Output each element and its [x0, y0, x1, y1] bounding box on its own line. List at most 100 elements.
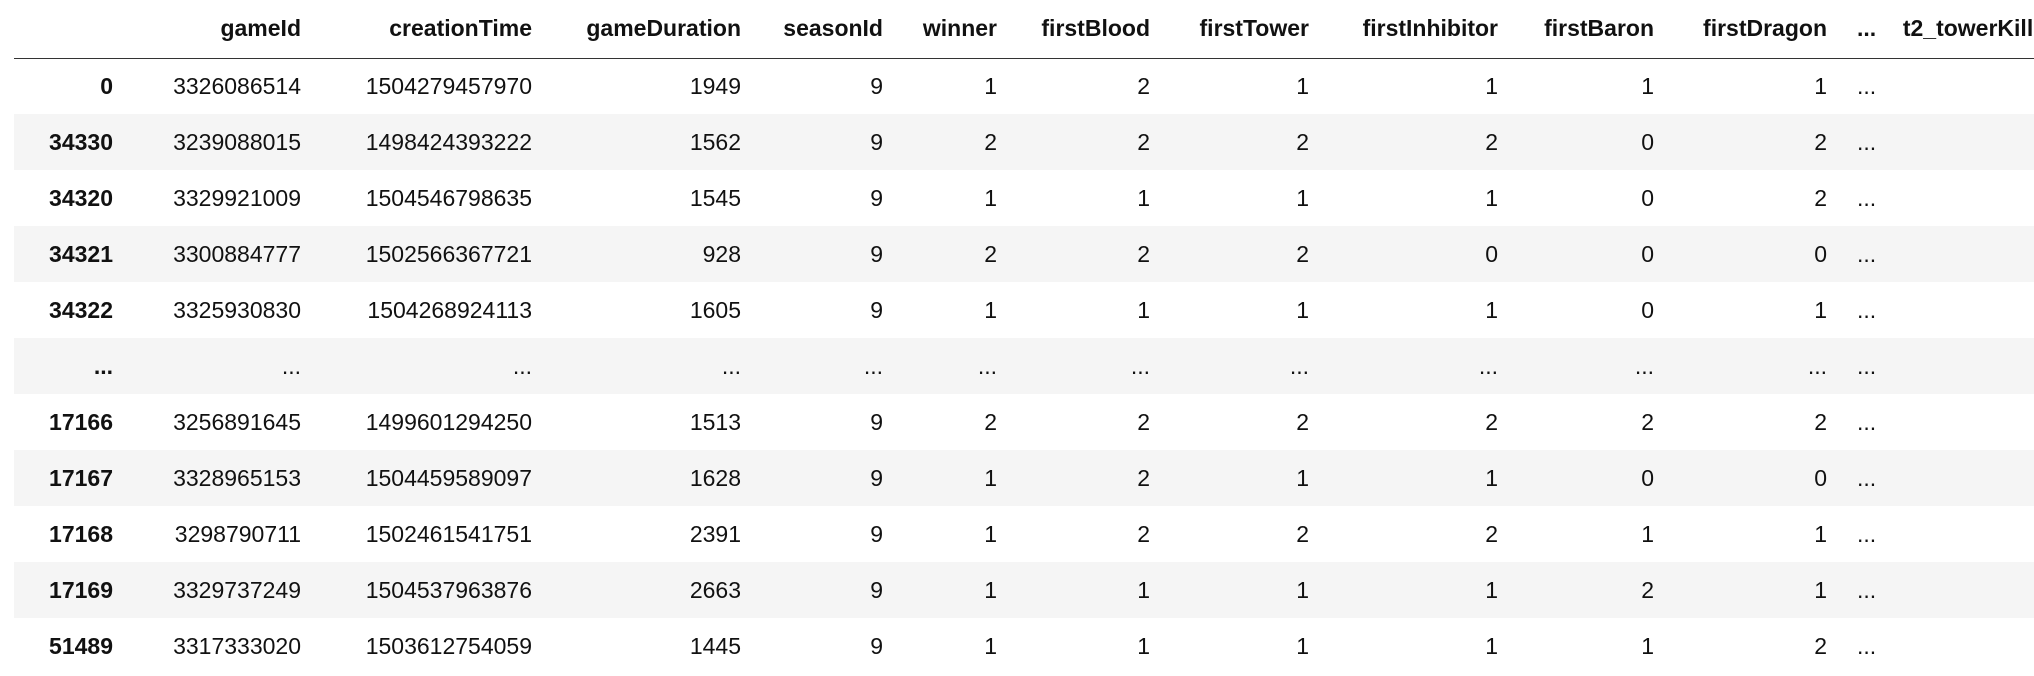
- table-row: 0 3326086514 1504279457970 1949 9 1 2 1 1 1 1...: [14, 58, 2034, 114]
- cell: 1502461541751: [365, 520, 532, 547]
- cell-empty: [1895, 170, 2034, 226]
- cell: 3298790711: [174, 520, 301, 547]
- cell: 1502566367721: [365, 240, 532, 267]
- cell: 2: [1814, 128, 1827, 155]
- cell-empty: [1895, 58, 2034, 114]
- cell: 1: [1485, 576, 1498, 603]
- cell: 1: [1641, 72, 1654, 99]
- cell: 9: [870, 184, 883, 211]
- cell: 1: [1485, 296, 1498, 323]
- row-index: 17167: [49, 464, 113, 491]
- cell: 0: [1641, 240, 1654, 267]
- cell: 2: [1137, 408, 1150, 435]
- cell: 2: [1137, 464, 1150, 491]
- cell: 1499601294250: [365, 408, 532, 435]
- cell: 9: [870, 240, 883, 267]
- cell: 1: [1137, 296, 1150, 323]
- cell: ...: [1857, 240, 1877, 267]
- cell: 1: [1485, 632, 1498, 659]
- cell-empty: [1895, 562, 2034, 618]
- column-header: firstBaron: [1544, 15, 1654, 42]
- cell: 0: [1641, 184, 1654, 211]
- column-header: firstDragon: [1703, 15, 1827, 42]
- column-header: gameId: [220, 15, 301, 42]
- cell: 1: [1137, 632, 1150, 659]
- cell: 1545: [689, 184, 741, 211]
- cell: ...: [1857, 464, 1877, 491]
- cell: 1605: [689, 296, 741, 323]
- row-index: ...: [93, 352, 113, 379]
- cell: 1: [1296, 72, 1309, 99]
- row-index: 34321: [49, 240, 113, 267]
- cell: 928: [702, 240, 741, 267]
- cell: 1: [984, 632, 997, 659]
- cell: 2: [1814, 632, 1827, 659]
- cell: ...: [721, 352, 741, 379]
- table-row: 17166 3256891645 1499601294250 1513 9 2 2 2 2 2 2.…: [14, 394, 2034, 450]
- cell: 2: [984, 128, 997, 155]
- cell: 9: [870, 464, 883, 491]
- cell: ...: [1807, 352, 1827, 379]
- table-row: 34322 3325930830 1504268924113 1605 9 1 1 1 1 0 1.…: [14, 282, 2034, 338]
- table-row: 34320 3329921009 1504546798635 1545 9 1 1 1 1 0 2.…: [14, 170, 2034, 226]
- cell: ...: [1857, 408, 1877, 435]
- cell: 9: [870, 296, 883, 323]
- cell: 9: [870, 128, 883, 155]
- cell: ...: [977, 352, 997, 379]
- cell: ...: [1478, 352, 1498, 379]
- row-index: 17169: [49, 576, 113, 603]
- cell: ...: [1634, 352, 1654, 379]
- cell: 3329737249: [173, 576, 301, 603]
- cell: ...: [1857, 128, 1877, 155]
- cell: 2391: [689, 520, 741, 547]
- column-header: t2_towerKills: [1902, 15, 2034, 42]
- cell: 2: [1814, 184, 1827, 211]
- cell: 1504546798635: [365, 184, 532, 211]
- table-body: 0 3326086514 1504279457970 1949 9 1 2 1 1 1 1... 34…: [14, 58, 2034, 674]
- cell: 0: [1641, 464, 1654, 491]
- cell: 9: [870, 408, 883, 435]
- table-row: 34321 3300884777 1502566367721 928 9 2 2 2 0 0 0..…: [14, 226, 2034, 282]
- table-row: 17169 3329737249 1504537963876 2663 9 1 1 1 1 2 1.…: [14, 562, 2034, 618]
- table-row: 51489 3317333020 1503612754059 1445 9 1 1 1 1 1 2.…: [14, 618, 2034, 674]
- table-row: 17168 3298790711 1502461541751 2391 9 1 2 2 2 1 1.…: [14, 506, 2034, 562]
- row-index: 17166: [49, 408, 113, 435]
- cell: 3239088015: [173, 128, 301, 155]
- cell: 1504537963876: [365, 576, 532, 603]
- column-header: ...: [1857, 15, 1877, 42]
- cell: 3329921009: [173, 184, 301, 211]
- cell: 1: [1485, 72, 1498, 99]
- cell: ...: [1857, 296, 1877, 323]
- column-header: winner: [922, 15, 997, 42]
- header-row: gameId creationTime gameDuration seasonId wi…: [14, 0, 2034, 58]
- cell: ...: [1130, 352, 1150, 379]
- cell: 2: [1137, 520, 1150, 547]
- cell: ...: [1857, 520, 1877, 547]
- cell: 1: [1814, 296, 1827, 323]
- cell: 1498424393222: [365, 128, 532, 155]
- cell: 1: [984, 464, 997, 491]
- cell: 1562: [689, 128, 741, 155]
- cell: 2663: [689, 576, 741, 603]
- cell: 0: [1641, 128, 1654, 155]
- table-row: ....................................: [14, 338, 2034, 394]
- cell: 3256891645: [173, 408, 301, 435]
- cell: 1504279457970: [365, 72, 532, 99]
- cell: 1445: [689, 632, 741, 659]
- cell: 1: [984, 72, 997, 99]
- cell: 2: [984, 408, 997, 435]
- cell: 1: [1641, 632, 1654, 659]
- cell-empty: [1895, 394, 2034, 450]
- cell-empty: [1895, 114, 2034, 170]
- index-header: [14, 0, 123, 58]
- cell: 2: [1296, 240, 1309, 267]
- cell: 1: [1137, 576, 1150, 603]
- cell-empty: [1895, 226, 2034, 282]
- column-header: gameDuration: [586, 15, 741, 42]
- cell: 9: [870, 576, 883, 603]
- cell: 1: [1296, 576, 1309, 603]
- row-index: 34320: [49, 184, 113, 211]
- cell: 9: [870, 72, 883, 99]
- cell: 2: [984, 240, 997, 267]
- cell: ...: [863, 352, 883, 379]
